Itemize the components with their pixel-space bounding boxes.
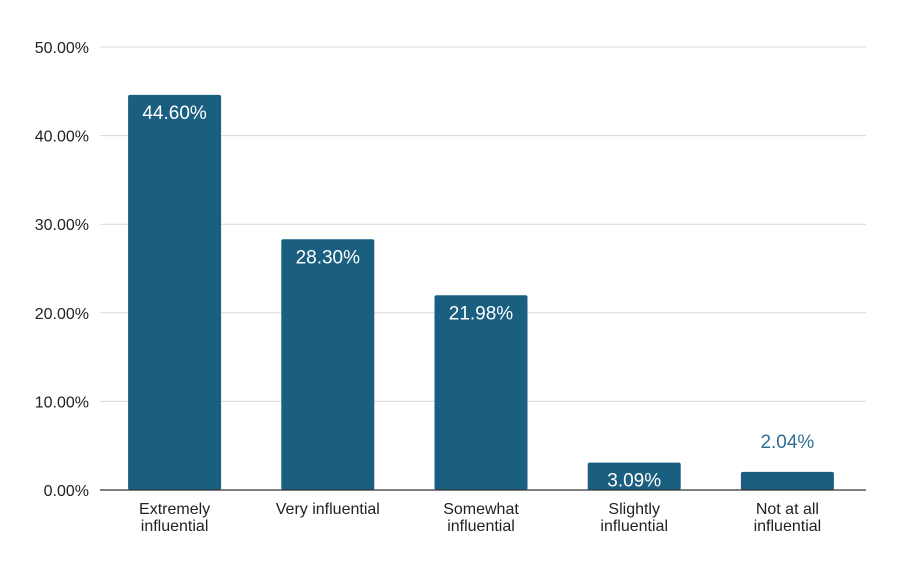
x-category-label: Somewhat — [443, 501, 519, 518]
data-label: 44.60% — [142, 103, 207, 124]
bar — [128, 94, 222, 491]
y-tick-label: 40.00% — [35, 129, 89, 146]
y-tick-label: 30.00% — [35, 217, 89, 234]
y-tick-label: 20.00% — [35, 306, 89, 323]
x-category-label: Slightly — [608, 501, 660, 518]
y-tick-label: 50.00% — [35, 40, 89, 57]
x-category-label: influential — [600, 518, 668, 535]
x-category-label: Not at all — [756, 501, 819, 518]
y-axis-tick-labels: 0.00% 10.00% 20.00% 30.00% 40.00% 50.00% — [35, 40, 89, 500]
bars — [128, 94, 834, 491]
x-category-label: Very influential — [276, 501, 380, 518]
data-labels: 44.60% 28.30% 21.98% 3.09% 2.04% — [142, 103, 814, 492]
bar — [281, 239, 375, 490]
data-label: 28.30% — [296, 247, 361, 268]
bar — [434, 295, 528, 490]
bar — [740, 471, 834, 490]
x-category-label: influential — [447, 518, 515, 535]
x-category-label: Extremely — [139, 501, 210, 518]
y-tick-label: 10.00% — [35, 394, 89, 411]
gridlines — [100, 46, 866, 402]
x-category-label: influential — [141, 518, 209, 535]
data-label: 3.09% — [607, 471, 661, 492]
bar — [587, 462, 681, 490]
data-label: 2.04% — [760, 432, 814, 453]
y-tick-label: 0.00% — [44, 483, 89, 500]
x-category-label: influential — [754, 518, 822, 535]
data-label: 21.98% — [449, 303, 514, 324]
